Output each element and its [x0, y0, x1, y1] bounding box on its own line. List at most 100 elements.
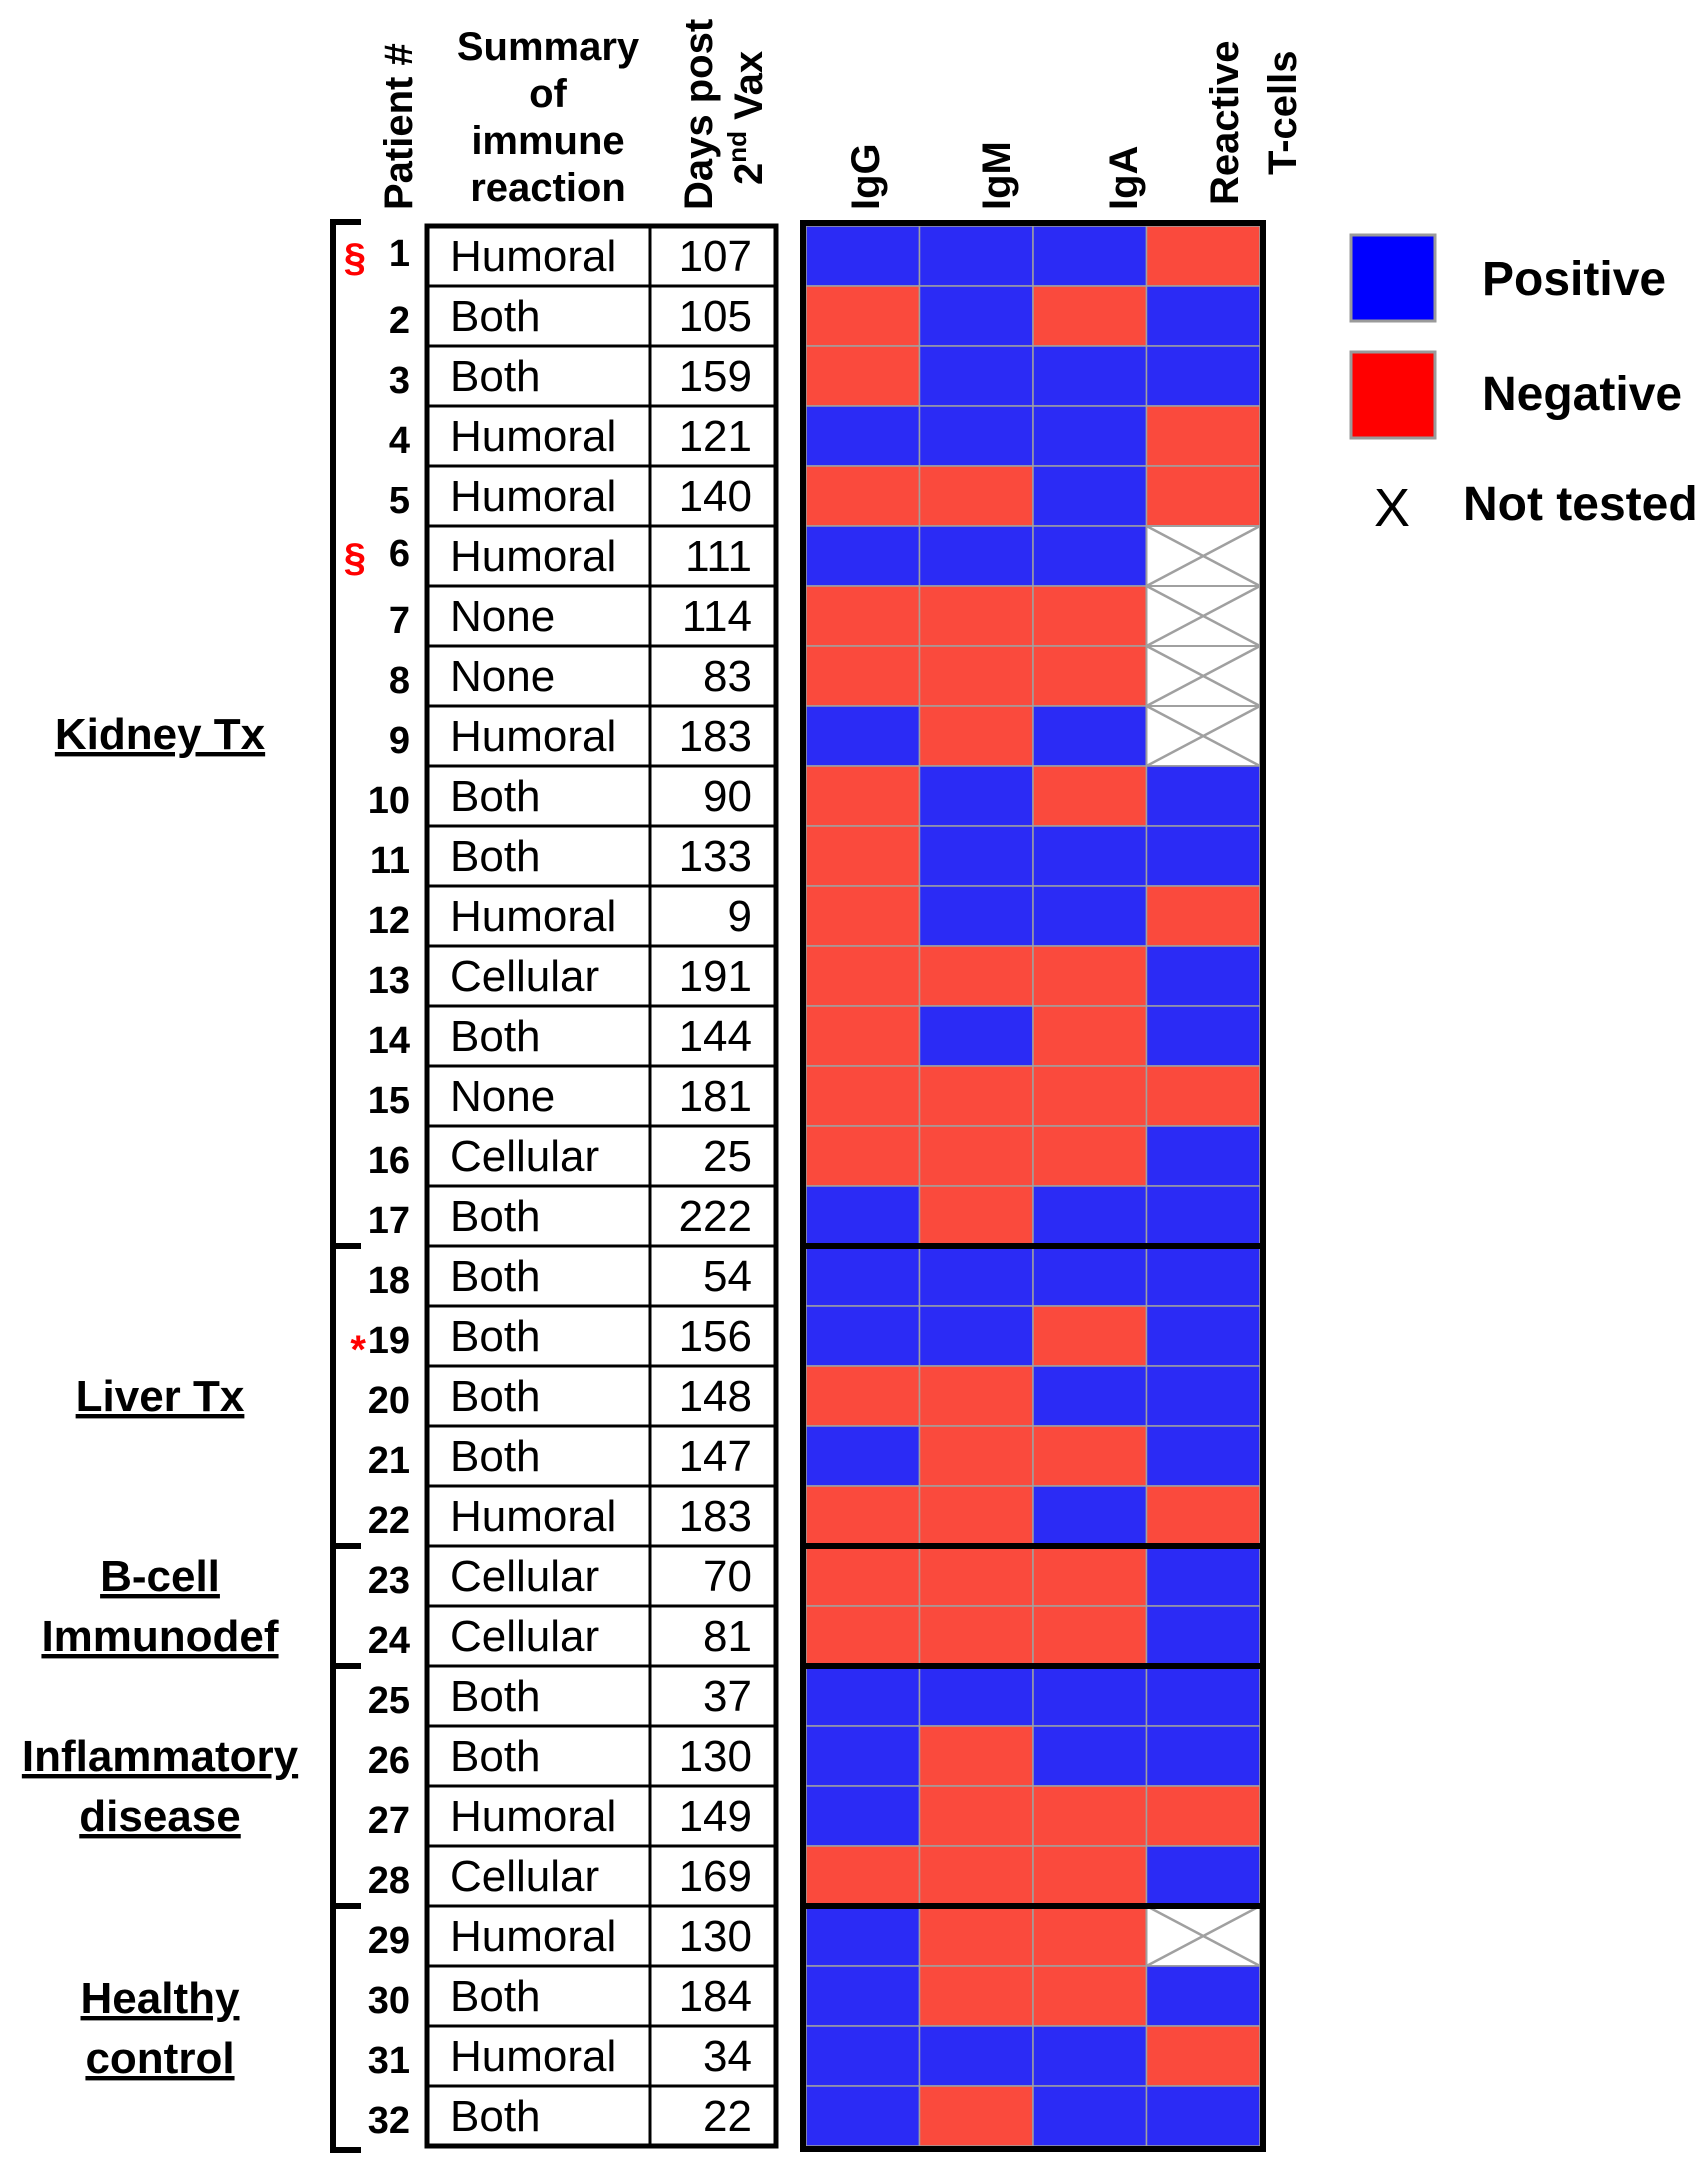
heatmap-cell-iga-negative [1032, 1125, 1148, 1187]
heatmap-cell-igm-positive [918, 285, 1034, 347]
section-mark: § [344, 236, 366, 280]
days-label: 159 [679, 352, 752, 401]
days-label: 147 [679, 1432, 752, 1481]
heatmap-cell-reactive-t-cells-positive [1145, 1365, 1261, 1427]
heatmap-cell-reactive-t-cells-positive [1145, 1005, 1261, 1067]
not-tested-cross-line [1145, 1904, 1261, 1968]
heatmap-cell-iga-negative [1032, 1605, 1148, 1667]
heatmap-cell-igg-negative [805, 825, 921, 887]
heatmap-cell-igm-positive [918, 225, 1034, 287]
heatmap-cell-igg-negative [805, 1065, 921, 1127]
heatmap-cell-iga-positive [1032, 885, 1148, 947]
heatmap-cell-iga-positive [1032, 2025, 1148, 2087]
heatmap-cell-igg-negative [805, 285, 921, 347]
heatmap-cell-iga-positive [1032, 1725, 1148, 1787]
patient-number: 7 [389, 600, 410, 642]
heatmap-cell-igg-positive [805, 2025, 921, 2087]
heatmap-cell-igg-positive [805, 1185, 921, 1247]
days-label: 130 [679, 1912, 752, 1961]
patient-number: 23 [368, 1560, 410, 1602]
heatmap-cell-reactive-t-cells-positive [1145, 765, 1261, 827]
heatmap-cell-iga-positive [1032, 705, 1148, 767]
heatmap-cell-iga-negative [1032, 1005, 1148, 1067]
heatmap-cell-igg-negative [805, 1485, 921, 1547]
heatmap-cell-iga-positive [1032, 225, 1148, 287]
patient-number: 11 [370, 840, 410, 882]
heatmap-cell-reactive-t-cells-positive [1145, 1425, 1261, 1487]
group-label: control [85, 2034, 234, 2083]
section-mark: § [344, 536, 366, 580]
group-label: Immunodef [41, 1612, 278, 1661]
header-days-line2-post: Vax [727, 51, 771, 131]
days-label: 81 [703, 1612, 752, 1661]
header-tcells-line1: Reactive [1203, 40, 1247, 205]
heatmap-cells [800, 220, 1266, 2152]
heatmap-cell-igm-positive [918, 1305, 1034, 1367]
heatmap-cell-igg-negative [805, 1605, 921, 1667]
heatmap-cell-igg-negative [805, 465, 921, 527]
group-brackets [330, 219, 361, 2153]
days-label: 140 [679, 472, 752, 521]
patient-number: 31 [368, 2040, 410, 2082]
header-days-line2: 2nd Vax [722, 51, 771, 185]
heatmap-cell-reactive-t-cells-positive [1145, 345, 1261, 407]
summary-label: Cellular [450, 1852, 599, 1901]
days-label: 156 [679, 1312, 752, 1361]
legend-negative-swatch [1349, 350, 1437, 440]
group-label: B-cell [100, 1552, 220, 1601]
header-tcells-line2: T-cells [1261, 50, 1305, 175]
heatmap-cell-igg-positive [805, 1245, 921, 1307]
summary-label: None [450, 592, 555, 641]
patient-number: 18 [368, 1260, 410, 1302]
patient-number: 14 [368, 1020, 410, 1062]
summary-label: Both [450, 2092, 541, 2141]
patient-number: 5 [389, 480, 410, 522]
heatmap-cell-iga-negative [1032, 1545, 1148, 1607]
heatmap-cell-igg-positive [805, 1785, 921, 1847]
summary-label: Humoral [450, 412, 616, 461]
days-label: 183 [679, 712, 752, 761]
summary-label: Both [450, 1972, 541, 2021]
summary-label: Both [450, 1732, 541, 1781]
group-bracket [330, 1663, 361, 1909]
heatmap-cell-igg-positive [805, 525, 921, 587]
heatmap-cell-iga-negative [1032, 1305, 1148, 1367]
summary-label: Humoral [450, 472, 616, 521]
days-label: 181 [679, 1072, 752, 1121]
legend-not-tested-icon: X [1374, 478, 1410, 538]
heatmap-cell-igm-positive [918, 885, 1034, 947]
header-days-line1: Days post [677, 19, 721, 210]
summary-label: None [450, 1072, 555, 1121]
legend-positive-swatch [1349, 233, 1437, 323]
heatmap-cell-iga-negative [1032, 645, 1148, 707]
heatmap-cell-igm-negative [918, 1125, 1034, 1187]
heatmap-cell-igm-positive [918, 405, 1034, 467]
heatmap-cell-igg-negative [805, 945, 921, 1007]
heatmap-cell-reactive-t-cells-positive [1145, 1125, 1261, 1187]
days-label: 183 [679, 1492, 752, 1541]
days-label: 90 [703, 772, 752, 821]
legend-not-tested-label: Not tested [1463, 478, 1698, 531]
heatmap-cell-iga-positive [1032, 1245, 1148, 1307]
heatmap-cell-igg-negative [805, 1125, 921, 1187]
patient-number: 27 [368, 1800, 410, 1842]
heatmap-cell-iga-negative [1032, 945, 1148, 1007]
days-label: 37 [703, 1672, 752, 1721]
heatmap-cell-iga-negative [1032, 765, 1148, 827]
patient-number: 19 [368, 1320, 410, 1362]
heatmap-cell-igm-negative [918, 645, 1034, 707]
patient-number: 2 [389, 300, 410, 342]
patient-number: 21 [368, 1440, 410, 1482]
heatmap-cell-igg-negative [805, 1845, 921, 1907]
group-label: Healthy [81, 1974, 240, 2023]
heatmap-cell-iga-positive [1032, 405, 1148, 467]
patient-number: 22 [368, 1500, 410, 1542]
summary-label: Both [450, 1252, 541, 1301]
patient-number: 6 [389, 533, 410, 575]
days-label: 83 [703, 652, 752, 701]
heatmap-cell-reactive-t-cells-negative [1145, 1785, 1261, 1847]
heatmap-cell-igm-positive [918, 525, 1034, 587]
days-label: 130 [679, 1732, 752, 1781]
days-label: 111 [685, 532, 752, 581]
patient-number: 20 [368, 1380, 410, 1422]
